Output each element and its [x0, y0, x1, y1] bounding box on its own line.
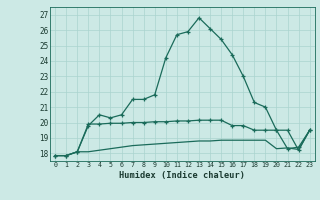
- X-axis label: Humidex (Indice chaleur): Humidex (Indice chaleur): [119, 171, 245, 180]
